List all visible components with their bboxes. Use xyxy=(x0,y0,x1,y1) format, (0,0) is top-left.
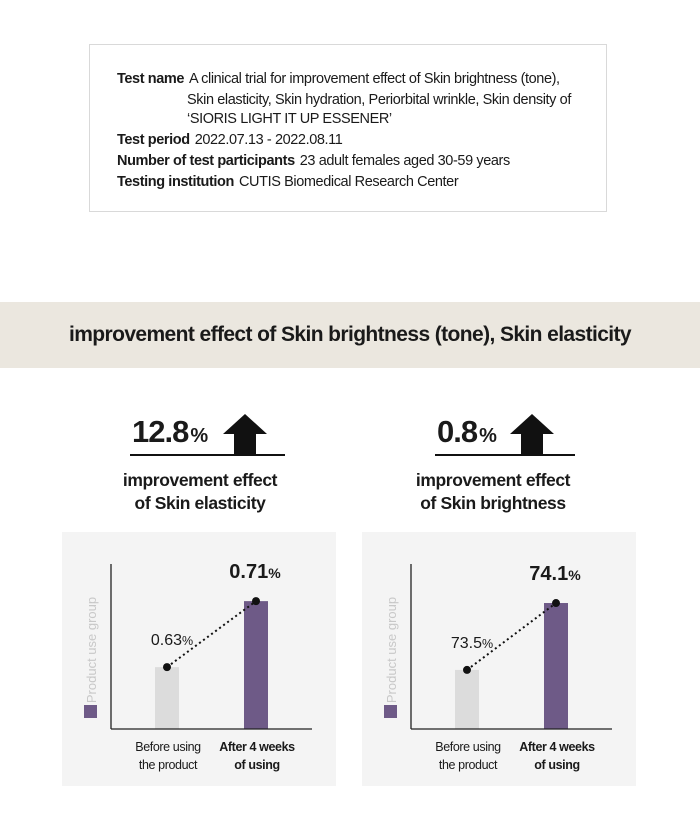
y-axis-label: Product use group xyxy=(384,597,399,703)
brightness-chart: Product use group 73.5% 74.1% Before using t… xyxy=(384,563,612,772)
bar-after xyxy=(544,603,568,729)
chart-panel-elasticity: Product use group 0.63% 0.71% Before using t… xyxy=(62,532,336,786)
value-label-before: 73.5% xyxy=(451,635,493,652)
test-period-row: Test period 2022.07.13 - 2022.08.11 xyxy=(117,132,343,148)
stat-unit: % xyxy=(190,425,209,447)
legend-swatch xyxy=(84,705,97,718)
stat-desc-line-2: of Skin brightness xyxy=(420,493,566,513)
bar-before xyxy=(455,669,479,729)
test-name-label: Test name xyxy=(117,71,185,87)
stat-underline xyxy=(130,454,285,456)
elasticity-chart: Product use group 0.63% 0.71% Before using t… xyxy=(84,561,312,772)
stat-number: 12.8 xyxy=(132,414,189,449)
banner-title: improvement effect of Skin brightness (t… xyxy=(68,323,632,346)
stat-desc-line-1: improvement effect xyxy=(415,470,571,490)
test-name-line-1: A clinical trial for improvement effect … xyxy=(189,71,560,87)
stat-underline xyxy=(435,454,575,456)
arrow-up-icon xyxy=(510,414,554,456)
value-label-before: 0.63% xyxy=(151,632,193,649)
trend-line xyxy=(466,602,557,671)
test-name-line-2: Skin elasticity, Skin hydration, Periorb… xyxy=(187,92,571,108)
participants-value: 23 adult females aged 30-59 years xyxy=(299,153,510,169)
test-name-row: Test name A clinical trial for improvemen… xyxy=(117,71,560,87)
stat-elasticity: 12.8% improvement effect of Skin elastic… xyxy=(70,414,330,534)
x-tick-label-after: of using xyxy=(234,758,279,772)
test-period-value: 2022.07.13 - 2022.08.11 xyxy=(194,132,343,148)
stat-value: 0.8% xyxy=(437,414,497,454)
test-name-line-3: ‘SIORIS LIGHT IT UP ESSENER’ xyxy=(187,111,392,127)
data-point-before xyxy=(163,663,171,672)
x-tick-label-after: After 4 weeks xyxy=(519,740,595,754)
trend-line xyxy=(166,600,257,668)
x-tick-label-before: Before using xyxy=(435,740,501,754)
bar-after xyxy=(244,601,268,729)
bar-before xyxy=(155,667,179,729)
legend-swatch xyxy=(384,705,397,718)
stat-unit: % xyxy=(479,425,497,447)
stat-desc-line-2: of Skin elasticity xyxy=(134,493,266,513)
stat-value: 12.8% xyxy=(132,414,208,454)
x-tick-label-before: Before using xyxy=(135,740,201,754)
x-tick-label-after: of using xyxy=(534,758,579,772)
stat-brightness: 0.8% improvement effect of Skin brightne… xyxy=(363,414,623,534)
arrow-up-icon xyxy=(223,414,267,456)
data-point-before xyxy=(463,665,471,674)
test-period-label: Test period xyxy=(117,132,190,148)
x-tick-label-after: After 4 weeks xyxy=(219,740,295,754)
stat-number: 0.8 xyxy=(437,414,478,449)
institution-value: CUTIS Biomedical Research Center xyxy=(238,174,459,190)
data-point-after xyxy=(552,599,560,608)
value-label-after: 0.71% xyxy=(229,561,281,583)
value-label-after: 74.1% xyxy=(529,563,581,585)
institution-label: Testing institution xyxy=(117,174,234,190)
data-point-after xyxy=(252,597,260,606)
x-tick-label-before: the product xyxy=(139,758,198,772)
chart-panel-brightness: Product use group 73.5% 74.1% Before using t… xyxy=(362,532,636,786)
section-banner: improvement effect of Skin brightness (t… xyxy=(0,302,700,368)
stat-desc-line-1: improvement effect xyxy=(122,470,278,490)
participants-label: Number of test participants xyxy=(117,153,295,169)
participants-row: Number of test participants 23 adult fema… xyxy=(117,153,510,169)
test-info-box: Test name A clinical trial for improvemen… xyxy=(89,44,607,212)
x-tick-label-before: the product xyxy=(439,758,498,772)
institution-row: Testing institution CUTIS Biomedical Rese… xyxy=(117,174,459,190)
y-axis-label: Product use group xyxy=(84,597,99,703)
